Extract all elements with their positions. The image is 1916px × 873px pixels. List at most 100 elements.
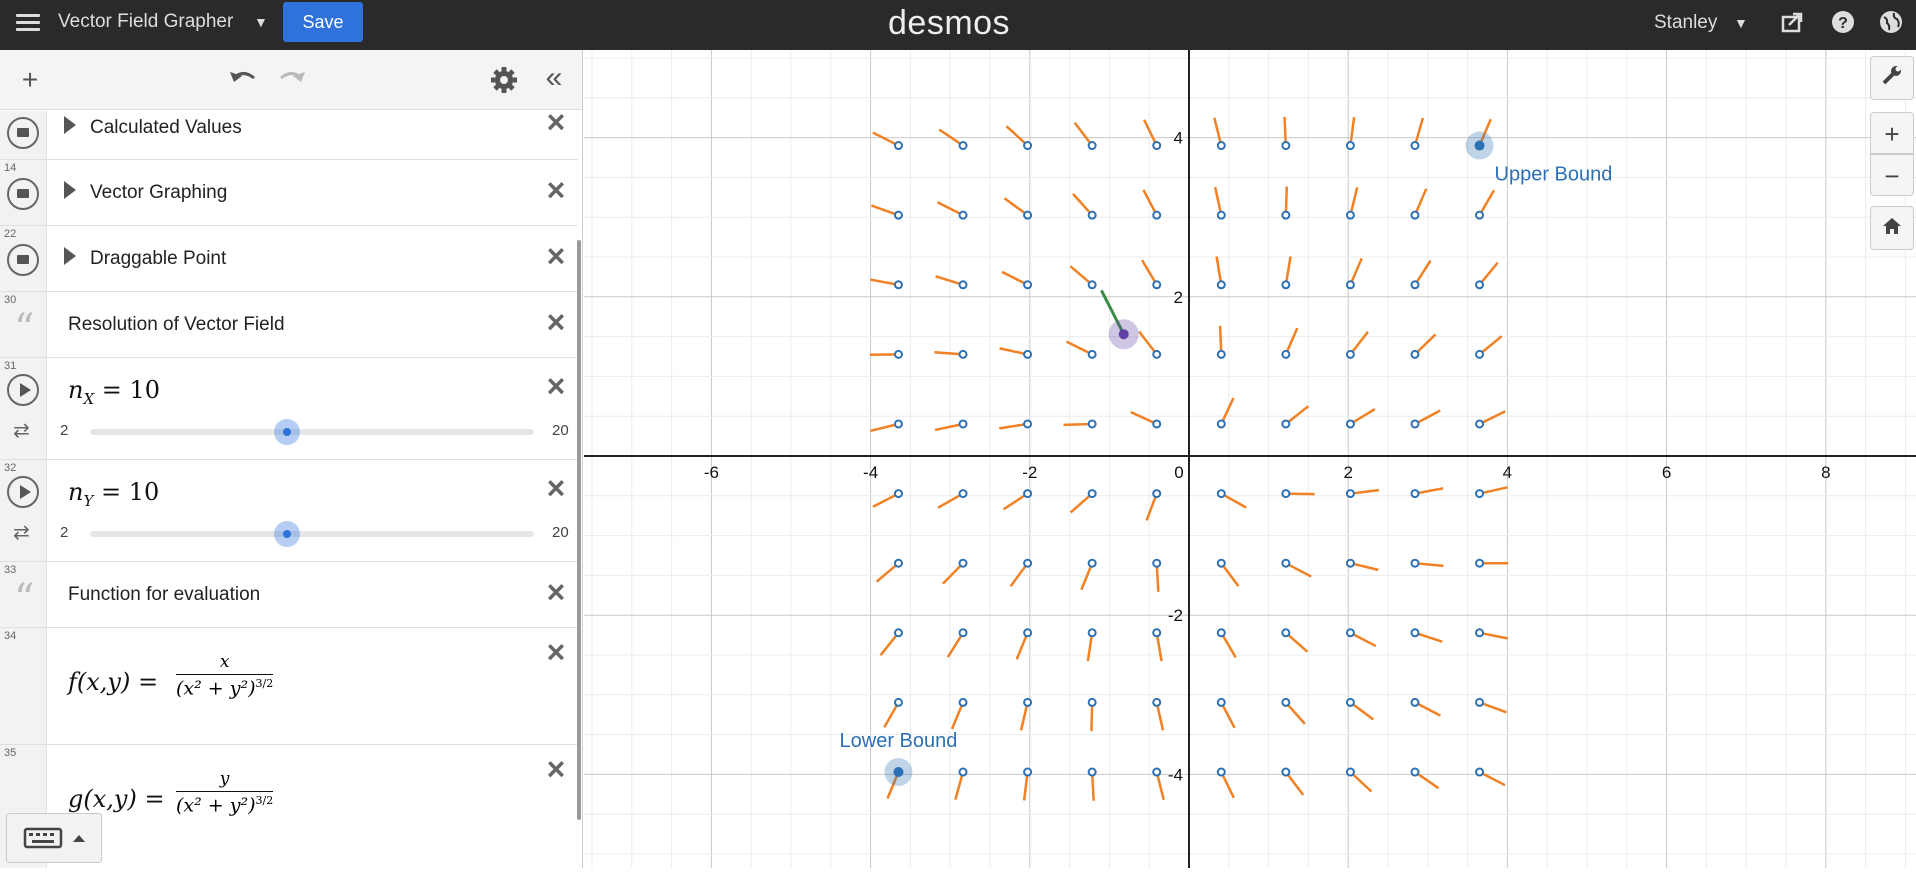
folder-calculated-values[interactable]: Calculated Values × bbox=[0, 111, 578, 160]
expression-f[interactable]: 34 f(x,y) = x (x² + y²)3/2 × bbox=[0, 628, 578, 745]
vector-anchor-point bbox=[1282, 351, 1289, 358]
zoom-out-icon[interactable]: − bbox=[1870, 154, 1914, 196]
slider-expression[interactable]: nY = 10 bbox=[68, 478, 159, 510]
note-text[interactable]: Resolution of Vector Field bbox=[68, 314, 285, 336]
vector-anchor-point bbox=[1153, 490, 1160, 497]
drag-point[interactable] bbox=[1119, 329, 1129, 339]
user-menu[interactable]: Stanley bbox=[1654, 12, 1717, 34]
vector-anchor-point bbox=[1282, 769, 1289, 776]
slider-max[interactable]: 20 bbox=[552, 524, 569, 541]
play-icon[interactable] bbox=[7, 476, 39, 508]
help-icon[interactable]: ? bbox=[1830, 9, 1856, 35]
function-lhs: f(x,y) = bbox=[68, 668, 158, 696]
slider-track[interactable] bbox=[90, 531, 534, 537]
slider-max[interactable]: 20 bbox=[552, 422, 569, 439]
vector-anchor-point bbox=[960, 351, 967, 358]
slider-min[interactable]: 2 bbox=[60, 422, 68, 439]
redo-icon[interactable] bbox=[277, 66, 307, 92]
collapse-panel-icon[interactable]: « bbox=[538, 62, 570, 94]
delete-close-icon[interactable]: × bbox=[542, 638, 570, 666]
vector-anchor-point bbox=[1282, 490, 1289, 497]
row-number: 14 bbox=[4, 162, 16, 174]
desmos-logo: desmos bbox=[888, 4, 1010, 43]
delete-close-icon[interactable]: × bbox=[542, 308, 570, 336]
user-dropdown-icon[interactable]: ▼ bbox=[1734, 15, 1748, 31]
folder-icon[interactable] bbox=[7, 178, 39, 210]
slider-expression[interactable]: nX = 10 bbox=[68, 376, 160, 408]
vector-anchor-point bbox=[1411, 420, 1418, 427]
variable-name: n bbox=[68, 376, 83, 404]
vector-anchor-point bbox=[1347, 351, 1354, 358]
slider-thumb[interactable] bbox=[274, 419, 300, 445]
function-fraction: x (x² + y²)3/2 bbox=[176, 652, 273, 699]
slider-track[interactable] bbox=[90, 429, 534, 435]
delete-close-icon[interactable]: × bbox=[542, 108, 570, 136]
note-quote-icon: “ bbox=[14, 576, 34, 622]
vector-anchor-point bbox=[1282, 699, 1289, 706]
vector-anchor-point bbox=[895, 351, 902, 358]
slider-thumb[interactable] bbox=[274, 521, 300, 547]
vector-anchor-point bbox=[1347, 420, 1354, 427]
graph-settings-wrench-icon[interactable] bbox=[1870, 56, 1914, 100]
share-icon[interactable] bbox=[1780, 9, 1806, 35]
graph-title[interactable]: Vector Field Grapher bbox=[58, 11, 233, 33]
vector-anchor-point bbox=[1089, 490, 1096, 497]
expand-triangle-icon[interactable] bbox=[64, 116, 76, 134]
loop-icon[interactable]: ⇄ bbox=[13, 418, 30, 443]
vector-anchor-point bbox=[1282, 560, 1289, 567]
lower-bound-point[interactable] bbox=[893, 767, 903, 777]
vector-anchor-point bbox=[1024, 490, 1031, 497]
delete-close-icon[interactable]: × bbox=[542, 578, 570, 606]
globe-icon[interactable] bbox=[1878, 9, 1904, 35]
expression-scrollbar[interactable] bbox=[577, 240, 581, 820]
folder-label: Draggable Point bbox=[90, 248, 226, 270]
menu-icon[interactable] bbox=[14, 10, 42, 38]
vector-anchor-point bbox=[1411, 560, 1418, 567]
note-text[interactable]: Function for evaluation bbox=[68, 584, 260, 606]
note-resolution[interactable]: 30 “ Resolution of Vector Field × bbox=[0, 292, 578, 358]
expression-toolbar: + « bbox=[0, 50, 583, 110]
settings-gear-icon[interactable] bbox=[490, 66, 518, 94]
delete-close-icon[interactable]: × bbox=[542, 176, 570, 204]
slider-min[interactable]: 2 bbox=[60, 524, 68, 541]
y-tick-label: 2 bbox=[1174, 288, 1183, 307]
note-function[interactable]: 33 “ Function for evaluation × bbox=[0, 562, 578, 628]
x-tick-label: -4 bbox=[863, 463, 878, 482]
slider-row-nx: 31 ⇄ nX = 10 2 20 × bbox=[0, 358, 578, 460]
vector-anchor-point bbox=[1347, 490, 1354, 497]
vector-anchor-point bbox=[1024, 769, 1031, 776]
folder-draggable-point[interactable]: 22 Draggable Point × bbox=[0, 226, 578, 292]
vector-anchor-point bbox=[1476, 699, 1483, 706]
delete-close-icon[interactable]: × bbox=[542, 755, 570, 783]
delete-close-icon[interactable]: × bbox=[542, 474, 570, 502]
vector-anchor-point bbox=[1218, 699, 1225, 706]
zoom-in-icon[interactable]: + bbox=[1870, 112, 1914, 154]
save-button[interactable]: Save bbox=[283, 2, 363, 42]
folder-icon[interactable] bbox=[7, 117, 39, 149]
add-expression-icon[interactable]: + bbox=[14, 64, 46, 96]
fraction-numerator: x bbox=[220, 652, 230, 672]
vector-anchor-point bbox=[1282, 629, 1289, 636]
vector-anchor-point bbox=[1153, 281, 1160, 288]
folder-vector-graphing[interactable]: 14 Vector Graphing × bbox=[0, 160, 578, 226]
upper-bound-point[interactable] bbox=[1475, 141, 1485, 151]
expand-triangle-icon[interactable] bbox=[64, 247, 76, 265]
folder-label: Calculated Values bbox=[90, 117, 242, 139]
undo-icon[interactable] bbox=[228, 66, 258, 92]
vector-anchor-point bbox=[1089, 212, 1096, 219]
expand-triangle-icon[interactable] bbox=[64, 181, 76, 199]
delete-close-icon[interactable]: × bbox=[542, 372, 570, 400]
keyboard-toggle-button[interactable] bbox=[6, 813, 102, 863]
loop-icon[interactable]: ⇄ bbox=[13, 520, 30, 545]
folder-icon[interactable] bbox=[7, 244, 39, 276]
home-icon[interactable] bbox=[1870, 206, 1914, 250]
vector-anchor-point bbox=[1153, 629, 1160, 636]
play-icon[interactable] bbox=[7, 374, 39, 406]
folder-label: Vector Graphing bbox=[90, 182, 227, 204]
title-dropdown-icon[interactable]: ▼ bbox=[254, 14, 268, 30]
vector-anchor-point bbox=[1476, 212, 1483, 219]
delete-close-icon[interactable]: × bbox=[542, 242, 570, 270]
vector-anchor-point bbox=[1282, 212, 1289, 219]
